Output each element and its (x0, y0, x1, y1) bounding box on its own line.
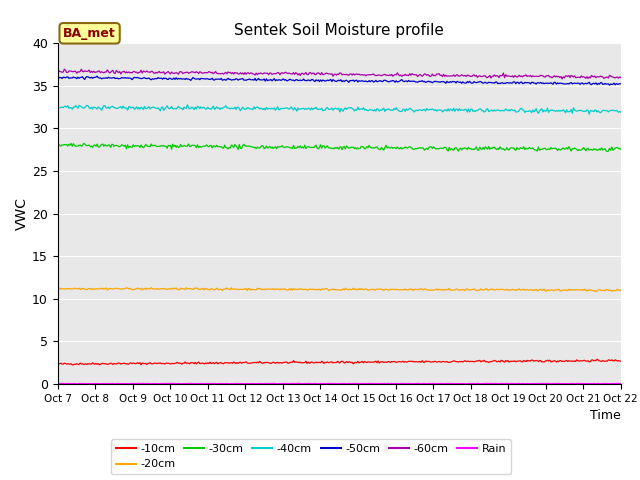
-60cm (54, 68, 61, 74)
-30cm (323, 144, 330, 150)
-60cm (605, 72, 613, 78)
-40cm (516, 106, 524, 112)
-50cm (605, 82, 613, 88)
-10cm (68, 362, 76, 368)
-10cm (516, 358, 524, 364)
Line: -40cm: -40cm (58, 105, 621, 114)
-40cm (54, 103, 61, 109)
-50cm (516, 80, 524, 85)
-40cm (390, 106, 398, 111)
-10cm (617, 359, 625, 364)
-20cm (360, 287, 367, 293)
-40cm (605, 108, 613, 114)
Rain (566, 381, 574, 387)
-30cm (54, 141, 61, 147)
-60cm (326, 71, 333, 77)
-30cm (360, 144, 367, 150)
-20cm (605, 288, 613, 293)
Line: -30cm: -30cm (58, 144, 621, 151)
-50cm (54, 75, 61, 81)
-30cm (617, 146, 625, 152)
-60cm (390, 72, 398, 78)
Rain (324, 381, 332, 386)
-10cm (323, 360, 330, 366)
-50cm (93, 73, 101, 79)
-20cm (323, 286, 330, 291)
-30cm (390, 145, 398, 151)
-60cm (61, 66, 68, 72)
-50cm (323, 78, 330, 84)
-10cm (54, 361, 61, 367)
-60cm (617, 74, 625, 80)
-10cm (605, 357, 613, 363)
Legend: -10cm, -20cm, -30cm, -40cm, -50cm, -60cm, Rain: -10cm, -20cm, -30cm, -40cm, -50cm, -60cm… (111, 439, 511, 474)
-40cm (184, 102, 191, 108)
X-axis label: Time: Time (590, 409, 621, 422)
Rain (617, 381, 625, 386)
-40cm (360, 105, 367, 110)
-20cm (516, 287, 524, 293)
Rain (516, 381, 524, 386)
-20cm (55, 285, 63, 290)
-40cm (326, 107, 333, 112)
-10cm (390, 359, 398, 364)
Rain (605, 381, 613, 386)
-50cm (617, 81, 625, 87)
-60cm (323, 70, 330, 76)
-30cm (326, 145, 333, 151)
Rain (321, 381, 329, 386)
-30cm (605, 145, 613, 151)
Text: BA_met: BA_met (63, 27, 116, 40)
Title: Sentek Soil Moisture profile: Sentek Soil Moisture profile (234, 23, 444, 38)
-30cm (67, 141, 75, 146)
Line: -10cm: -10cm (58, 359, 621, 365)
-50cm (360, 78, 367, 84)
Rain (54, 381, 61, 386)
-40cm (586, 111, 593, 117)
-60cm (360, 72, 367, 78)
Line: -60cm: -60cm (58, 69, 621, 79)
-20cm (54, 285, 61, 291)
Line: -50cm: -50cm (58, 76, 621, 85)
Y-axis label: VWC: VWC (15, 197, 29, 230)
-20cm (326, 287, 333, 293)
-10cm (593, 356, 601, 362)
-30cm (604, 148, 611, 154)
-20cm (592, 288, 600, 294)
-30cm (516, 144, 524, 150)
-40cm (617, 109, 625, 115)
-50cm (326, 77, 333, 83)
Rain (326, 381, 333, 386)
-10cm (360, 360, 367, 366)
-10cm (326, 360, 333, 365)
-20cm (617, 287, 625, 293)
-50cm (605, 81, 612, 87)
Rain (360, 381, 367, 386)
-60cm (516, 74, 524, 80)
-20cm (390, 287, 398, 292)
Line: -20cm: -20cm (58, 288, 621, 291)
-50cm (390, 78, 398, 84)
-60cm (558, 76, 566, 82)
-40cm (323, 105, 330, 111)
Rain (390, 381, 398, 386)
